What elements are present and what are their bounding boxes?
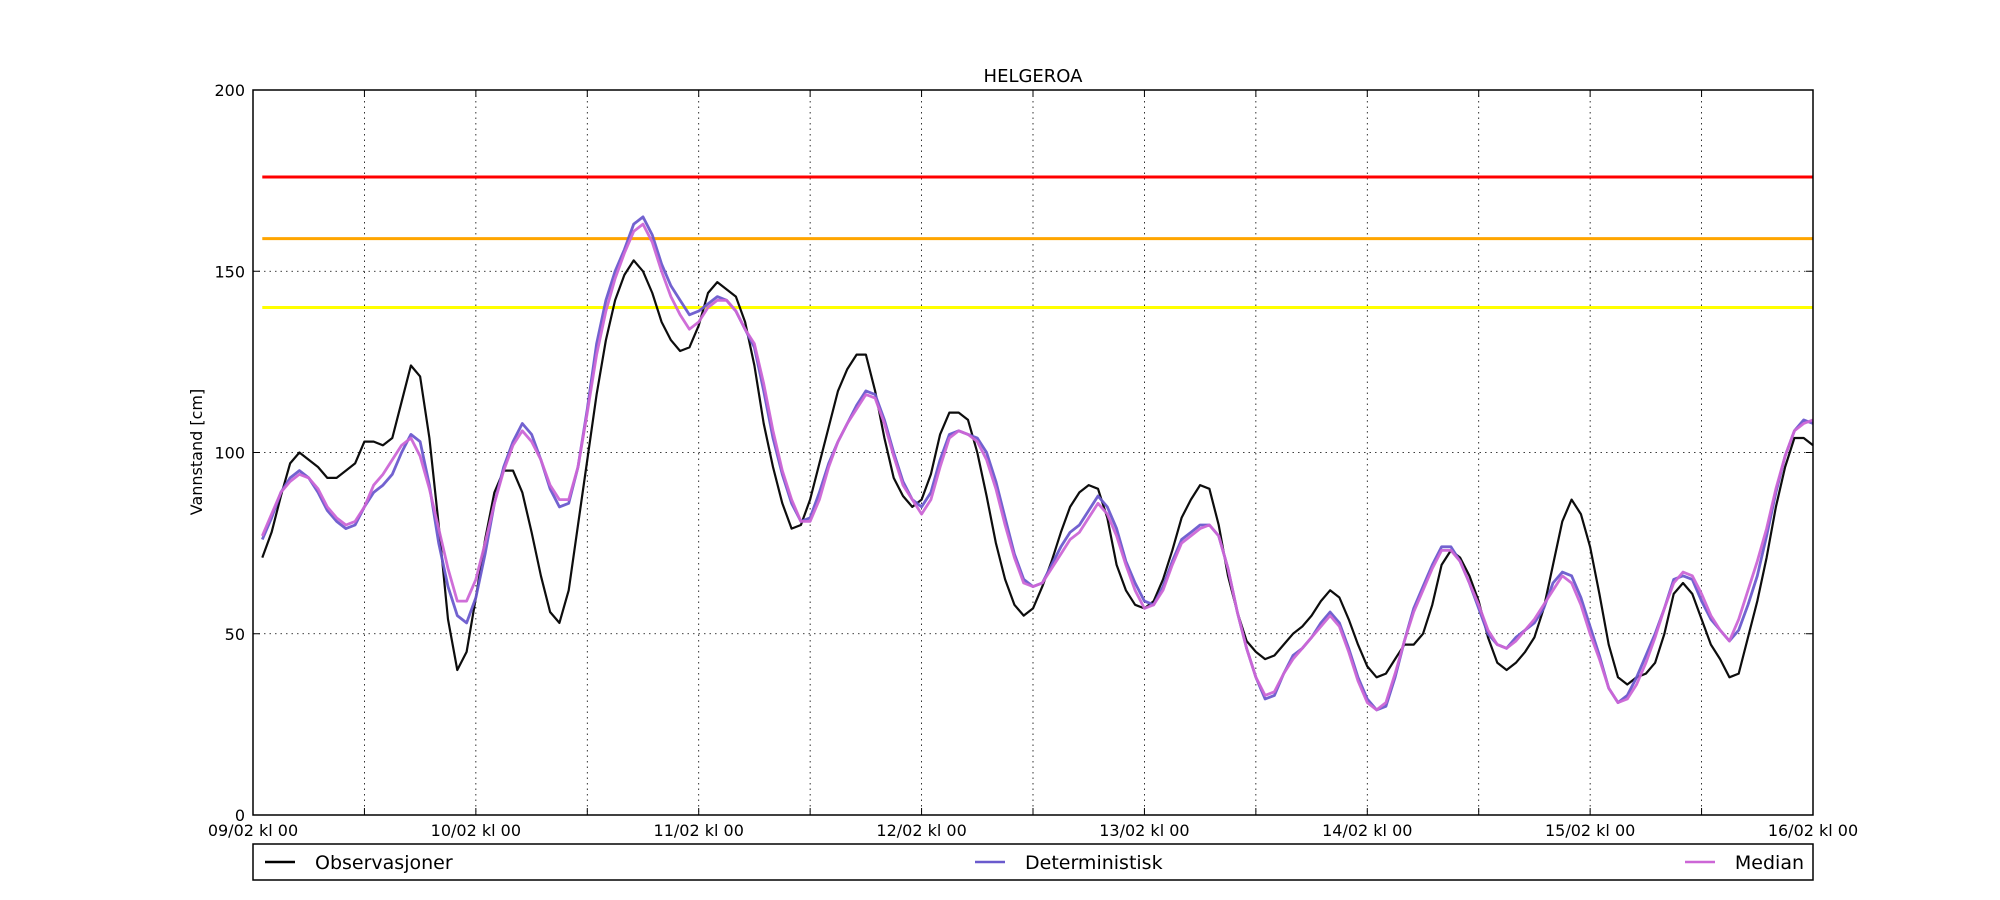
series-line [261,259,1814,686]
x-tick-label: 12/02 kl 00 [876,821,966,840]
legend: Observasjoner Deterministisk Median [252,843,1814,881]
x-tick-label: 11/02 kl 00 [654,821,744,840]
chart-title: HELGEROA [984,66,1084,87]
y-tick-label: 100 [214,444,245,463]
series-lines [261,215,1814,712]
y-tick-label: 200 [214,81,245,100]
x-tick-label: 09/02 kl 00 [208,821,298,840]
grid [253,90,1813,815]
ticks: 09/02 kl 00 10/02 kl 00 11/02 kl 00 12/02 k… [208,81,1858,840]
x-tick-label: 14/02 kl 00 [1322,821,1412,840]
x-tick-label: 16/02 kl 00 [1768,821,1858,840]
y-tick-label: 50 [225,625,245,644]
y-tick-label: 0 [235,806,245,825]
legend-frame [252,843,1814,881]
y-axis-label: Vannstand [cm] [187,389,206,515]
series-line [261,222,1814,712]
legend-label: Deterministisk [1025,852,1163,874]
legend-label: Observasjoner [315,852,453,874]
series-line [261,215,1814,712]
threshold-lines [262,175,1813,309]
x-tick-label: 10/02 kl 00 [431,821,521,840]
x-tick-label: 15/02 kl 00 [1545,821,1635,840]
legend-label: Median [1735,852,1804,874]
x-tick-label: 13/02 kl 00 [1099,821,1189,840]
y-tick-label: 150 [214,262,245,281]
